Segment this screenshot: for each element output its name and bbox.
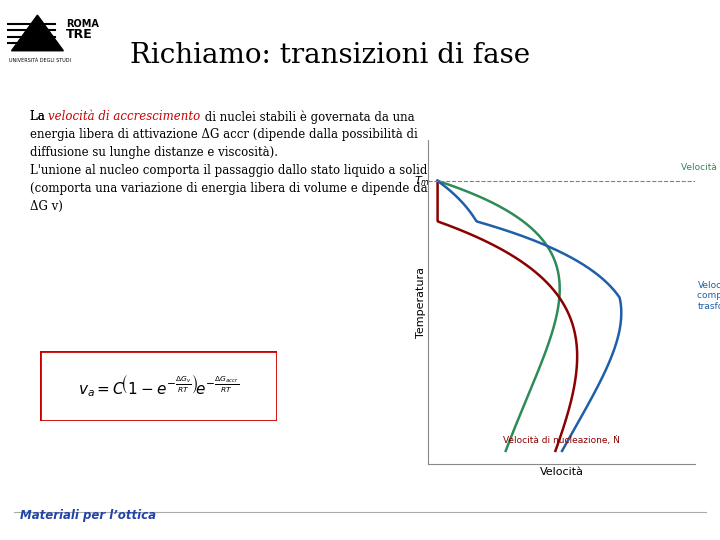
Text: La: La <box>30 110 48 123</box>
Text: ROMA: ROMA <box>66 18 99 29</box>
Text: diffusione su lunghe distanze e viscosità).: diffusione su lunghe distanze e viscosit… <box>30 146 278 159</box>
Text: L'unione al nucleo comporta il passaggio dallo stato liquido a solido: L'unione al nucleo comporta il passaggio… <box>30 164 434 177</box>
Text: di nuclei stabili è governata da una: di nuclei stabili è governata da una <box>201 110 415 124</box>
FancyBboxPatch shape <box>40 351 277 421</box>
Text: $v_a = C\!\left(1 - e^{-\frac{\Delta G_v}{RT}}\right)\!e^{-\frac{\Delta G_{accr}: $v_a = C\!\left(1 - e^{-\frac{\Delta G_v… <box>78 373 239 399</box>
Y-axis label: Temperatura: Temperatura <box>415 267 426 338</box>
Text: velocità di accrescimento: velocità di accrescimento <box>48 110 201 123</box>
Text: La: La <box>30 110 48 123</box>
Text: ΔG v): ΔG v) <box>30 200 63 213</box>
Text: $T_m$: $T_m$ <box>415 174 431 188</box>
Text: TRE: TRE <box>66 28 93 41</box>
Text: energia libera di attivazione ΔG accr (dipende dalla possibilità di: energia libera di attivazione ΔG accr (d… <box>30 128 418 141</box>
Text: Velocità di crescita, ġ: Velocità di crescita, ġ <box>681 163 720 172</box>
Text: UNIVERSITÀ DEGLI STUDI: UNIVERSITÀ DEGLI STUDI <box>9 58 71 63</box>
Text: Velocità di nucleazione, Ṅ: Velocità di nucleazione, Ṅ <box>503 436 620 445</box>
Text: Richiamo: transizioni di fase: Richiamo: transizioni di fase <box>130 42 530 69</box>
Text: (comporta una variazione di energia libera di volume e dipende da: (comporta una variazione di energia libe… <box>30 182 428 195</box>
Text: Velocità
complessiva di
trasformazione: Velocità complessiva di trasformazione <box>698 281 720 311</box>
Text: Materiali per l’ottica: Materiali per l’ottica <box>20 509 156 522</box>
X-axis label: Velocità: Velocità <box>539 467 584 477</box>
Polygon shape <box>12 15 63 51</box>
